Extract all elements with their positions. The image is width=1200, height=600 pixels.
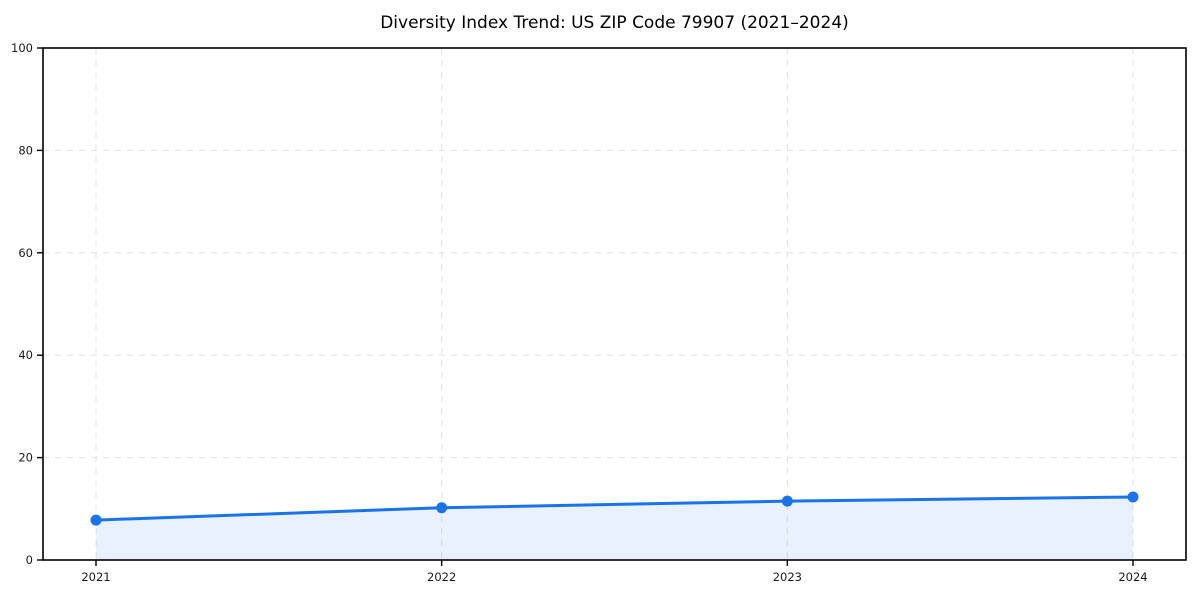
x-tick-label: 2021 [81,570,110,584]
y-tick-label: 100 [11,41,33,55]
data-point-marker [781,495,793,507]
data-point-marker [1127,491,1139,503]
y-tick-label: 80 [18,143,33,157]
y-tick-label: 0 [26,553,33,567]
chart-title: Diversity Index Trend: US ZIP Code 79907… [380,13,849,33]
gridlines [43,48,1186,560]
trend-line [94,495,1135,522]
y-tick-label: 20 [18,451,33,465]
data-point-marker [436,502,448,514]
y-tick-label: 40 [18,348,33,362]
data-points [90,491,1139,526]
data-point-marker [90,514,102,526]
x-tick-label: 2022 [427,570,456,584]
y-axis-ticks: 0 20 40 60 80 100 [11,41,43,567]
x-tick-label: 2024 [1118,570,1147,584]
plot-frame [42,47,1187,561]
area-fill [96,497,1133,560]
x-tick-label: 2023 [773,570,802,584]
y-tick-label: 60 [18,246,33,260]
x-axis-ticks: 2021 2022 2023 2024 [81,560,1148,584]
